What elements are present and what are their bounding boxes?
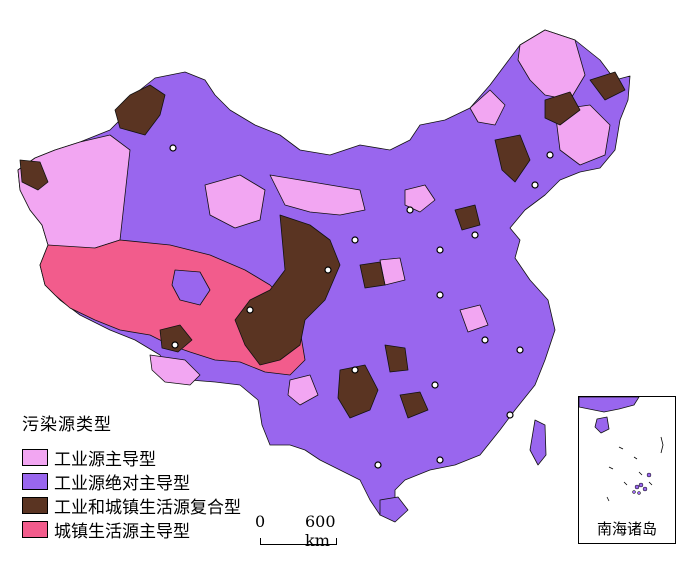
composite-region-12 xyxy=(454,204,481,231)
southwest-region-1 xyxy=(287,374,319,406)
island-dot xyxy=(638,482,644,488)
city-dot xyxy=(516,346,524,354)
city-dot xyxy=(471,231,479,239)
legend-label: 工业源绝对主导型 xyxy=(54,473,190,494)
city-dot xyxy=(431,381,439,389)
yunnan-region xyxy=(149,354,201,386)
island-dot xyxy=(637,491,641,495)
legend: 污染源类型 工业源主导型 工业源绝对主导型 工业和城镇生活源复合型 城镇生活源主… xyxy=(22,410,241,542)
composite-region-9 xyxy=(337,364,379,419)
tibet-region xyxy=(39,239,306,376)
island-mark xyxy=(638,471,643,476)
northeast-region-2 xyxy=(554,104,611,166)
island-mark xyxy=(606,496,610,502)
island-dot xyxy=(634,484,640,490)
scale-zero-label: 0 xyxy=(255,512,266,531)
composite-region-2 xyxy=(19,159,49,191)
island-dot xyxy=(632,490,636,494)
city-markers xyxy=(169,144,554,469)
hainan-island xyxy=(379,496,409,523)
composite-region-4 xyxy=(589,71,626,101)
city-dot xyxy=(351,366,359,374)
city-dot xyxy=(324,266,332,274)
city-dot xyxy=(169,144,177,152)
island-mark xyxy=(633,456,638,460)
composite-region-10 xyxy=(384,344,409,373)
island-mark xyxy=(648,481,653,486)
legend-item: 城镇生活源主导型 xyxy=(22,517,241,542)
legend-label: 工业和城镇生活源复合型 xyxy=(54,497,241,518)
inner-mongolia-region xyxy=(269,174,366,216)
composite-region-7 xyxy=(159,324,193,353)
composite-region-1 xyxy=(114,84,166,136)
legend-title: 污染源类型 xyxy=(22,415,112,435)
taiwan-island xyxy=(529,419,547,466)
composite-region-5 xyxy=(494,134,531,183)
island-mark xyxy=(618,446,624,450)
city-dot xyxy=(531,181,539,189)
east-region-1 xyxy=(404,184,436,213)
inset-hainan-island xyxy=(594,416,610,434)
city-dot xyxy=(374,461,382,469)
legend-label: 工业源主导型 xyxy=(54,449,156,470)
northeast-region-3 xyxy=(469,89,506,126)
inset-label: 南海诸岛 xyxy=(596,520,657,538)
inset-islands xyxy=(606,436,664,502)
legend-item: 工业和城镇生活源复合型 xyxy=(22,493,241,518)
legend-swatch xyxy=(22,472,48,490)
legend-swatch xyxy=(22,520,48,538)
city-dot xyxy=(406,206,414,214)
xinjiang-central-region xyxy=(204,174,266,229)
south-china-sea-inset: 南海诸岛 xyxy=(578,396,676,544)
city-dot xyxy=(171,341,179,349)
island-mark xyxy=(660,436,664,454)
inset-mainland-region xyxy=(579,397,640,413)
east-region-3 xyxy=(459,304,489,333)
scale-bar: 0 600 km xyxy=(255,512,365,552)
qaidam-region xyxy=(171,269,211,306)
composite-region-8 xyxy=(359,261,386,289)
city-dot xyxy=(506,411,514,419)
composite-region-3 xyxy=(544,91,581,126)
legend-label: 城镇生活源主导型 xyxy=(54,521,190,542)
composite-region-6 xyxy=(234,214,341,366)
island-dot xyxy=(646,472,652,478)
island-dot xyxy=(642,486,648,492)
inset-island-group xyxy=(632,472,652,495)
city-dot xyxy=(481,336,489,344)
legend-swatch xyxy=(22,496,48,514)
city-dot xyxy=(546,151,554,159)
city-dot xyxy=(246,306,254,314)
composite-region-11 xyxy=(399,391,429,419)
island-mark xyxy=(608,466,614,470)
legend-swatch xyxy=(22,448,48,466)
xinjiang-west-region xyxy=(17,134,131,251)
scale-distance-label: 600 km xyxy=(305,512,336,550)
scale-bar-line xyxy=(260,538,337,545)
inset-map xyxy=(579,397,664,502)
city-dot xyxy=(436,246,444,254)
legend-item: 工业源绝对主导型 xyxy=(22,469,241,494)
legend-item: 工业源主导型 xyxy=(22,445,241,470)
city-dot xyxy=(436,291,444,299)
island-mark xyxy=(623,481,628,486)
city-dot xyxy=(436,456,444,464)
city-dot xyxy=(351,236,359,244)
